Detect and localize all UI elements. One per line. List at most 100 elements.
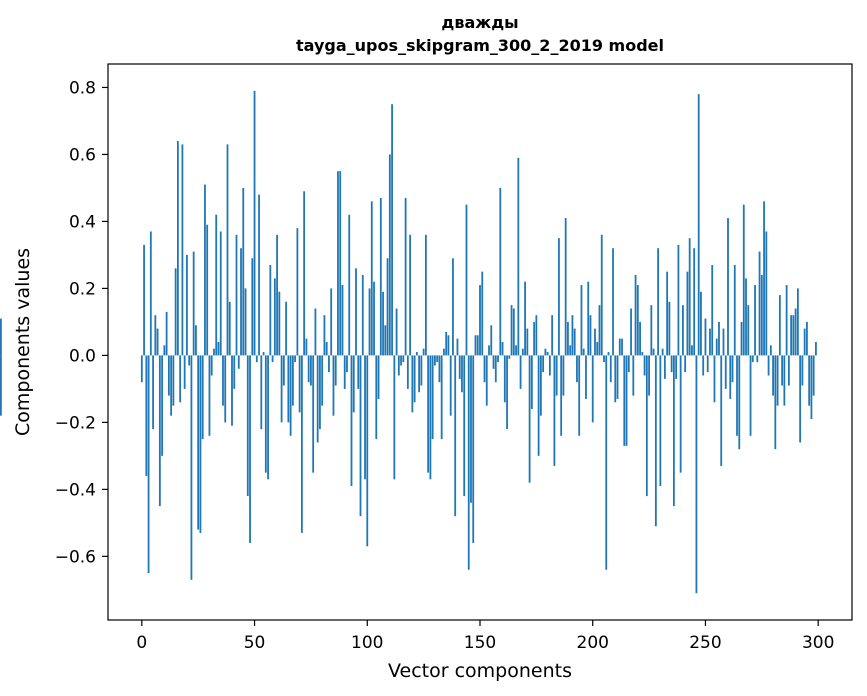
bar [736,355,738,436]
bar [727,218,729,356]
bar [368,288,371,356]
bar [625,355,628,446]
bar [815,342,817,356]
bar [695,355,698,594]
bar [781,355,784,386]
bar [355,268,357,356]
bar [544,348,547,356]
bar [249,355,251,543]
bar [792,315,795,356]
bar [582,348,585,356]
bar [756,355,759,363]
bar [512,308,515,356]
bar [294,355,297,363]
bar [429,355,432,480]
bar [488,345,490,356]
bar [749,355,752,436]
bar [677,244,680,356]
bar [181,144,184,356]
bar [226,144,229,356]
bar [449,355,452,416]
bar [623,355,626,446]
bar [206,224,209,356]
bar [661,348,664,356]
bar [539,355,542,416]
bar [503,355,506,403]
bar [808,355,811,406]
bar [803,328,806,356]
bar [366,355,369,547]
x-tick-label: 0 [136,633,147,653]
bar [794,308,797,356]
bar [213,348,215,356]
bar [201,355,204,440]
bar [316,355,319,443]
bar [264,355,267,473]
bar [490,325,493,356]
bar [262,352,265,356]
bar [812,355,815,396]
y-tick-label: −0.4 [55,480,96,500]
bar [481,271,484,356]
bar [700,291,702,356]
bar [420,355,423,386]
bar [269,264,272,356]
bar [300,355,303,533]
bar [560,355,563,436]
bar [670,355,673,373]
bar [397,355,400,376]
bar [709,328,711,356]
bar [569,345,572,356]
bar [630,308,632,356]
bar [785,285,788,356]
bar [747,305,750,356]
bar [603,355,605,363]
bar [758,251,761,356]
bar [350,355,353,487]
bar [760,275,763,356]
bar [542,355,545,373]
bar [0,318,2,356]
bar [152,355,154,430]
bar [255,355,258,363]
bar [483,355,486,383]
bar [645,355,648,497]
bar [224,355,227,423]
bar [598,305,601,356]
bar [508,355,511,359]
bar [145,355,148,476]
bar [740,321,743,356]
bar [778,295,781,356]
bar [772,355,774,396]
bar [639,321,641,356]
bar [165,311,168,356]
bar [343,355,346,389]
bar [652,348,655,356]
x-axis-ticks: 0 50 100 150 200 250 300 [136,620,834,653]
bar [564,218,567,356]
bar [289,355,292,436]
bar [474,335,477,356]
bar [801,355,804,386]
bar [310,355,312,386]
plot-area-frame [107,63,853,621]
bar [659,355,662,487]
bar [391,104,393,356]
bar [400,355,402,366]
bar [147,355,150,574]
bar [217,342,220,356]
chart-title: дважды [441,13,518,32]
bar [240,248,242,356]
bar [314,308,317,356]
bar [341,285,344,356]
bar [174,268,177,356]
bar [0,355,2,416]
bar [393,355,396,480]
bar [359,355,362,517]
bar [702,355,705,376]
bar [546,352,549,356]
bar [377,355,380,399]
bar [244,288,247,356]
bar [517,157,520,356]
